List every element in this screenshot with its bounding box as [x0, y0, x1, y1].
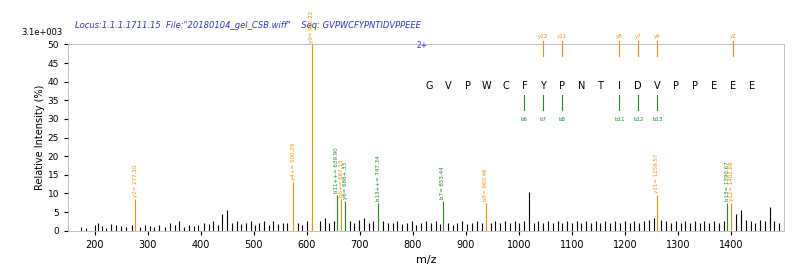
- Text: y6= 686+.33: y6= 686+.33: [343, 162, 348, 199]
- Text: b6: b6: [521, 117, 528, 122]
- Text: b11: b11: [614, 117, 625, 122]
- Text: b13: b13: [652, 117, 662, 122]
- Y-axis label: Relative Intensity (%): Relative Intensity (%): [34, 85, 45, 190]
- Text: y9= 900.22: y9= 900.22: [310, 10, 314, 43]
- Text: W: W: [482, 81, 491, 91]
- Text: Y: Y: [541, 81, 546, 91]
- Text: y8: y8: [616, 34, 622, 39]
- Text: V: V: [446, 81, 452, 91]
- Text: y11: y11: [558, 34, 567, 39]
- Text: T: T: [598, 81, 603, 91]
- Text: G: G: [426, 81, 434, 91]
- Text: y2= 277.10: y2= 277.10: [133, 165, 138, 197]
- Text: P: P: [465, 81, 470, 91]
- Text: b7= 853.44: b7= 853.44: [441, 167, 446, 199]
- Text: y12: y12: [538, 34, 549, 39]
- Text: E: E: [730, 81, 736, 91]
- Text: b7: b7: [540, 117, 547, 122]
- Text: y6: y6: [654, 34, 661, 39]
- Text: F: F: [522, 81, 527, 91]
- Text: Locus:1.1.1.1711.15  File:"20180104_gel_CSB.wiff"    Seq: GVPWCFYPNTIDVPPEEE: Locus:1.1.1.1711.15 File:"20180104_gel_C…: [75, 21, 421, 29]
- Text: y7: y7: [635, 34, 642, 39]
- Text: I: I: [618, 81, 621, 91]
- Text: E: E: [711, 81, 718, 91]
- Text: 3.1e+003: 3.1e+003: [22, 28, 62, 37]
- Text: y11= 1259.57: y11= 1259.57: [654, 154, 659, 193]
- Text: b8: b8: [559, 117, 566, 122]
- Text: D: D: [634, 81, 642, 91]
- Text: P: P: [559, 81, 566, 91]
- Text: b8= 960.46: b8= 960.46: [483, 168, 489, 201]
- Text: b11++= 639.90: b11++= 639.90: [334, 148, 339, 193]
- Text: P: P: [692, 81, 698, 91]
- Text: b13++= 747.34: b13++= 747.34: [376, 155, 381, 201]
- X-axis label: m/z: m/z: [416, 255, 436, 265]
- Text: b6+= 667.13: b6+= 667.13: [338, 160, 344, 197]
- Text: y4+= 500.29: y4+= 500.29: [291, 143, 296, 180]
- Text: V: V: [654, 81, 661, 91]
- Text: y2: y2: [730, 34, 737, 39]
- Text: E: E: [749, 81, 755, 91]
- Text: b13= 1390.67: b13= 1390.67: [725, 161, 730, 201]
- Text: C: C: [502, 81, 509, 91]
- Text: N: N: [578, 81, 585, 91]
- Text: y12= 1402.68: y12= 1402.68: [729, 162, 734, 201]
- Text: b12: b12: [633, 117, 643, 122]
- Text: 2+: 2+: [417, 41, 428, 50]
- Text: P: P: [674, 81, 679, 91]
